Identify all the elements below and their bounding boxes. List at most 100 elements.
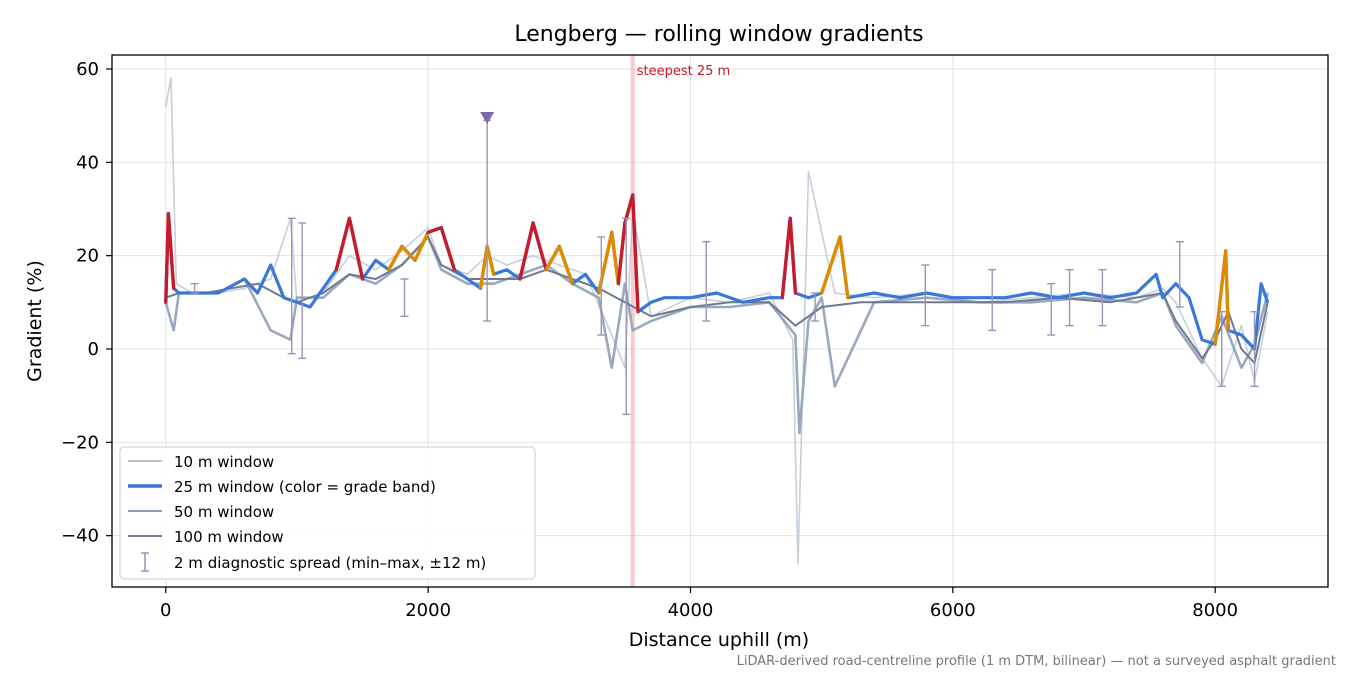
chart-caption: LiDAR-derived road-centreline profile (1… xyxy=(737,654,1336,669)
data-point-w25-27 xyxy=(506,268,508,271)
errorbar-10 xyxy=(988,268,997,332)
data-point-w10-11 xyxy=(374,268,377,271)
data-point-w25-66 xyxy=(1175,282,1177,285)
data-point-w25-41 xyxy=(663,296,666,299)
data-point-w25-62 xyxy=(1109,296,1112,299)
grade-band-segment-36 xyxy=(616,221,627,286)
data-point-w10-2 xyxy=(175,282,178,285)
data-point-w100-22 xyxy=(729,301,731,304)
data-point-w10-44 xyxy=(1266,310,1269,313)
errorbar-5 xyxy=(597,236,606,336)
legend-label-errorbar: 2 m diagnostic spread (min–max, ±12 m) xyxy=(174,554,486,572)
data-point-w10-29 xyxy=(797,562,799,565)
errorbar-7 xyxy=(702,240,711,322)
x-axis-label: Distance uphill (m) xyxy=(629,629,809,651)
errorbar-1 xyxy=(287,217,296,355)
data-point-w50-34 xyxy=(925,296,928,299)
data-point-w10-32 xyxy=(873,296,875,299)
data-point-w50-41 xyxy=(1201,362,1203,364)
data-point-w50-11 xyxy=(374,282,377,285)
data-point-w25-67 xyxy=(1188,296,1190,299)
data-point-w50-23 xyxy=(631,329,634,332)
data-point-w25-39 xyxy=(637,310,639,313)
data-point-w100-31 xyxy=(1109,301,1112,304)
data-point-w100-37 xyxy=(1240,348,1243,350)
data-point-w25-19 xyxy=(414,259,416,262)
errorbar-0 xyxy=(190,282,199,294)
data-point-w25-12 xyxy=(322,287,324,290)
data-point-w50-24 xyxy=(650,320,652,322)
data-point-w25-8 xyxy=(269,264,272,266)
x-tick-label-2: 4000 xyxy=(668,600,714,621)
data-point-w10-31 xyxy=(833,292,836,294)
data-point-w10-42 xyxy=(1240,324,1243,327)
data-point-w25-6 xyxy=(243,278,246,280)
data-point-w50-30 xyxy=(807,320,810,322)
data-point-w25-49 xyxy=(807,296,810,299)
data-point-w25-17 xyxy=(387,268,390,271)
data-point-w25-69 xyxy=(1214,343,1216,346)
errorbar-9 xyxy=(921,264,930,327)
data-point-w50-40 xyxy=(1175,324,1177,327)
data-point-w100-9 xyxy=(374,278,377,280)
grade-band-segment-20 xyxy=(426,225,443,235)
legend-label-w10: 10 m window xyxy=(174,453,274,471)
data-point-w50-45 xyxy=(1266,292,1269,294)
legend-swatch-errorbar xyxy=(141,552,149,572)
grade-band-segment-31 xyxy=(557,244,575,286)
data-point-w100-23 xyxy=(768,301,770,304)
data-point-w25-64 xyxy=(1155,273,1157,276)
grade-band-segment-47 xyxy=(788,216,798,295)
grade-band-segment-50 xyxy=(819,235,842,295)
data-point-w100-7 xyxy=(322,292,324,294)
data-point-w25-70 xyxy=(1224,250,1227,252)
data-point-w100-28 xyxy=(952,301,954,304)
legend-box xyxy=(119,446,536,580)
data-point-w25-63 xyxy=(1135,292,1138,294)
diagnostic-spread-errorbars xyxy=(190,119,1259,416)
data-point-w25-68 xyxy=(1201,338,1203,341)
data-point-w50-1 xyxy=(172,329,175,332)
legend-label-w100: 100 m window xyxy=(174,528,284,546)
data-point-w25-71 xyxy=(1227,329,1230,332)
data-point-w50-15 xyxy=(466,282,469,285)
grade-band-segment-25 xyxy=(485,244,496,277)
data-point-w25-46 xyxy=(781,296,784,299)
x-tick-label-1: 2000 xyxy=(405,600,451,621)
data-point-w100-19 xyxy=(624,301,626,304)
errorbar-12 xyxy=(1065,268,1074,327)
data-point-w25-21 xyxy=(440,226,443,229)
steepest-band-rect xyxy=(630,55,635,587)
data-point-w100-25 xyxy=(820,306,823,308)
y-tick-label-2: 0 xyxy=(88,339,99,360)
data-point-w100-12 xyxy=(440,264,443,266)
grade-band-segment-19 xyxy=(413,230,430,263)
data-point-w50-26 xyxy=(729,306,731,308)
data-point-w25-36 xyxy=(617,282,620,285)
data-point-w25-14 xyxy=(348,217,351,220)
errorbar-3 xyxy=(400,278,409,318)
data-point-w10-38 xyxy=(1161,287,1164,290)
x-axis-ticks: 0 2000 4000 6000 8000 xyxy=(160,587,1238,621)
marker-triangle xyxy=(480,112,495,124)
errorbar-4 xyxy=(483,119,492,322)
chart-title: Lengberg — rolling window gradients xyxy=(514,22,923,47)
data-point-w25-9 xyxy=(283,296,285,299)
data-point-w100-33 xyxy=(1175,320,1177,322)
grade-band-segment-70 xyxy=(1223,249,1231,333)
grade-band-segment-13 xyxy=(334,216,352,272)
grade-band-segment-1 xyxy=(166,211,176,291)
data-point-w25-34 xyxy=(597,292,600,294)
data-point-w10-12 xyxy=(401,250,403,252)
grade-band-segment-30 xyxy=(544,244,562,272)
data-point-w25-24 xyxy=(479,287,482,290)
data-point-w10-35 xyxy=(1030,296,1033,299)
data-point-w25-44 xyxy=(742,301,744,304)
data-point-w50-9 xyxy=(322,296,324,299)
data-point-w50-36 xyxy=(1030,301,1033,304)
data-point-w100-8 xyxy=(348,273,351,276)
data-point-w25-58 xyxy=(1004,296,1007,299)
data-point-w10-22 xyxy=(624,366,626,369)
y-tick-label-5: 60 xyxy=(76,59,99,80)
grade-band-segment-18 xyxy=(400,244,417,263)
